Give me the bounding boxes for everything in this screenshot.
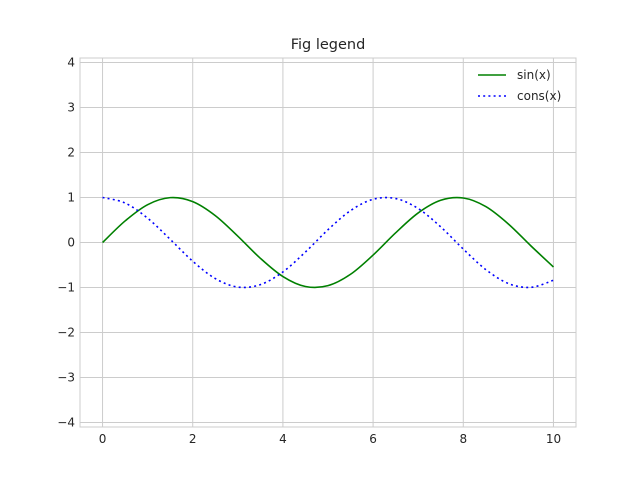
legend-label-0: sin(x) bbox=[517, 68, 551, 82]
y-tick-label: 2 bbox=[67, 146, 75, 160]
y-tick-label: 1 bbox=[67, 191, 75, 205]
y-tick-label: 0 bbox=[67, 236, 75, 250]
y-tick-label: −3 bbox=[57, 371, 75, 385]
x-tick-label: 2 bbox=[189, 432, 197, 446]
x-tick-label: 4 bbox=[279, 432, 287, 446]
series-line-0 bbox=[101, 196, 554, 289]
legend: sin(x) cons(x) bbox=[478, 68, 561, 103]
y-tick-label: −4 bbox=[57, 416, 75, 430]
x-tick-label: 8 bbox=[459, 432, 467, 446]
grid-lines bbox=[80, 58, 576, 427]
x-tick-label: 0 bbox=[99, 432, 107, 446]
series-line-1 bbox=[102, 196, 554, 289]
plot-frame bbox=[79, 57, 577, 428]
chart-title: Fig legend bbox=[291, 37, 366, 53]
y-tick-label: 3 bbox=[67, 101, 75, 115]
x-tick-label: 6 bbox=[369, 432, 377, 446]
tick-labels: 0 2 4 6 8 10 −4 −3 −2 −1 0 1 2 3 4 bbox=[57, 56, 561, 447]
series-lines bbox=[101, 196, 554, 289]
y-tick-label: 4 bbox=[67, 56, 75, 70]
x-tick-label: 10 bbox=[546, 432, 561, 446]
y-tick-label: −2 bbox=[57, 326, 75, 340]
legend-label-1: cons(x) bbox=[517, 89, 561, 103]
y-tick-label: −1 bbox=[57, 281, 75, 295]
